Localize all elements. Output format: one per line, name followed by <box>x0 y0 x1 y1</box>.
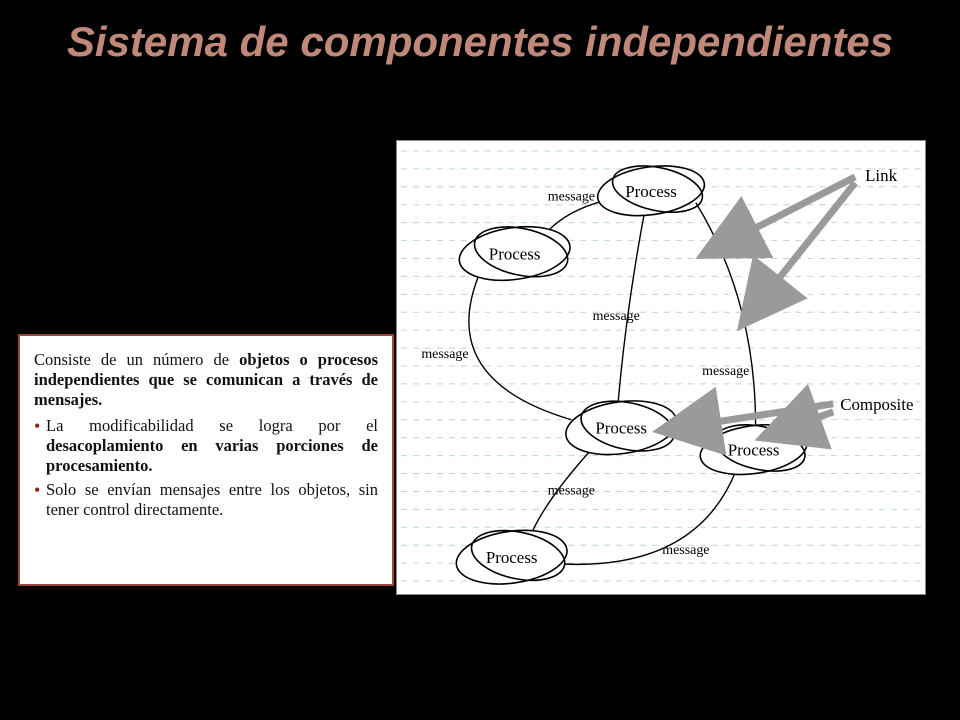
svg-text:message: message <box>702 364 749 379</box>
svg-text:Link: Link <box>865 166 897 185</box>
bullet-1-bold: desacoplamiento en varias porciones de p… <box>46 436 378 475</box>
page-title: Sistema de componentes independientes <box>0 0 960 66</box>
svg-text:Process: Process <box>595 419 647 438</box>
intro-paragraph: Consiste de un número de objetos o proce… <box>34 350 378 410</box>
process-diagram: message message message message message messa… <box>396 140 926 595</box>
svg-text:Process: Process <box>728 441 780 460</box>
svg-text:message: message <box>548 483 595 498</box>
bullet-1: La modificabilidad se logra por el desac… <box>34 416 378 476</box>
svg-text:message: message <box>593 309 640 324</box>
intro-pre: Consiste de un número de <box>34 350 239 369</box>
bullet-2: Solo se envían mensajes entre los objeto… <box>34 480 378 520</box>
bullet-list: La modificabilidad se logra por el desac… <box>34 416 378 520</box>
svg-text:message: message <box>421 347 468 362</box>
svg-text:message: message <box>662 543 709 558</box>
description-box: Consiste de un número de objetos o proce… <box>18 334 394 586</box>
svg-text:Process: Process <box>625 182 677 201</box>
svg-text:message: message <box>548 190 595 205</box>
svg-text:Process: Process <box>489 244 541 263</box>
svg-text:Composite: Composite <box>840 395 913 414</box>
bullet-1-pre: La modificabilidad se logra por el <box>46 416 378 435</box>
diagram-svg: message message message message message messa… <box>397 141 925 594</box>
svg-text:Process: Process <box>486 548 538 567</box>
